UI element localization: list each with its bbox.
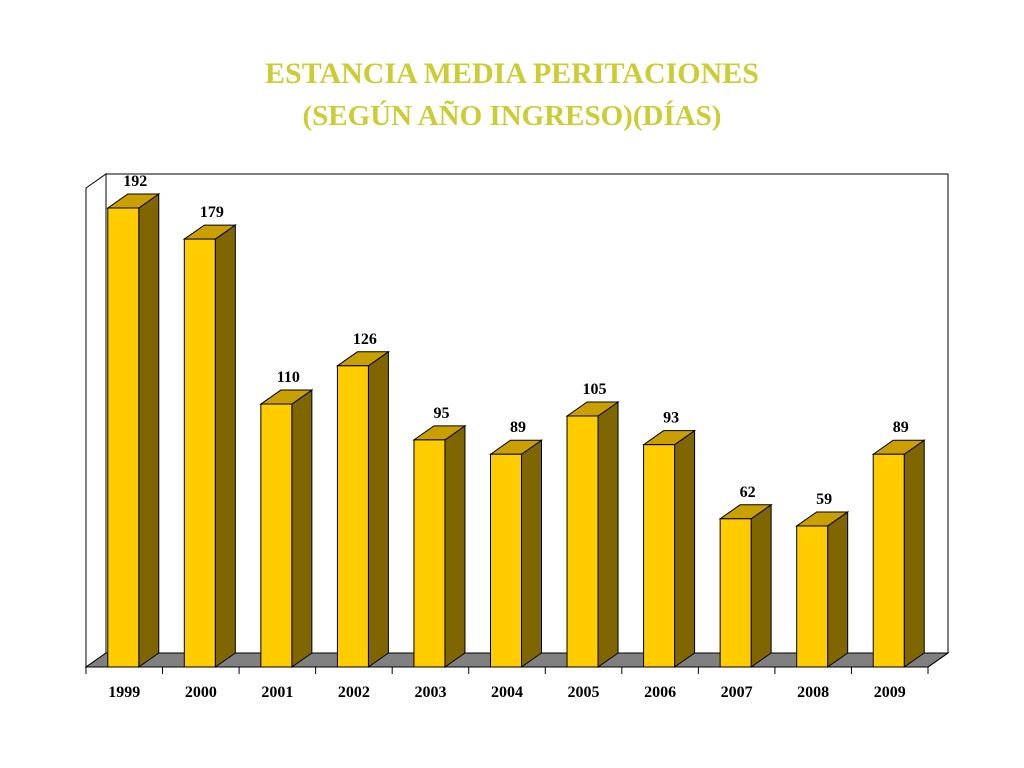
chart-title: ESTANCIA MEDIA PERITACIONES — [265, 57, 759, 90]
bar-side — [138, 193, 160, 668]
bar — [336, 365, 369, 668]
bar — [643, 444, 676, 668]
x-tick-label: 2008 — [797, 684, 829, 701]
x-tick-label: 2001 — [261, 684, 293, 701]
bar-side — [214, 224, 236, 668]
bar-side — [291, 389, 313, 668]
data-label: 105 — [583, 381, 607, 398]
bar-side — [750, 503, 772, 668]
bar — [872, 453, 905, 668]
x-tick-label: 2003 — [414, 684, 446, 701]
bar — [107, 207, 140, 668]
data-label: 126 — [353, 331, 377, 348]
side-wall — [85, 173, 107, 668]
x-tick-label: 2004 — [491, 684, 523, 701]
x-tick-label: 1999 — [108, 684, 140, 701]
data-label: 192 — [123, 173, 147, 190]
x-tick-label: 2006 — [644, 684, 676, 701]
x-tick-label: 2007 — [721, 684, 753, 701]
data-label: 89 — [510, 419, 526, 436]
bar — [490, 453, 522, 668]
bar — [183, 238, 216, 668]
x-tick-label: 2002 — [338, 684, 370, 701]
bar-side — [827, 510, 849, 668]
chart-subtitle: (SEGÚN AÑO INGRESO)(DÍAS) — [302, 100, 722, 132]
data-label: 110 — [277, 369, 300, 386]
data-label: 179 — [200, 204, 224, 221]
bar — [796, 525, 829, 668]
bar-side — [367, 350, 389, 668]
bar-side — [444, 424, 466, 668]
bar — [413, 439, 446, 668]
data-label: 59 — [816, 491, 832, 508]
x-tick-label: 2009 — [874, 684, 906, 701]
data-label: 95 — [433, 405, 449, 422]
bar-side — [597, 401, 619, 668]
bar — [260, 403, 293, 668]
bar — [566, 415, 599, 668]
data-label: 62 — [740, 484, 756, 501]
bar-side — [674, 429, 696, 668]
bar-side — [521, 439, 542, 668]
bar — [719, 518, 752, 668]
data-label: 89 — [893, 419, 909, 436]
x-axis-depth — [927, 652, 949, 668]
x-tick-label: 2000 — [185, 684, 217, 701]
x-tick-label: 2005 — [568, 684, 600, 701]
data-label: 93 — [663, 410, 679, 427]
bar-side — [903, 439, 925, 668]
